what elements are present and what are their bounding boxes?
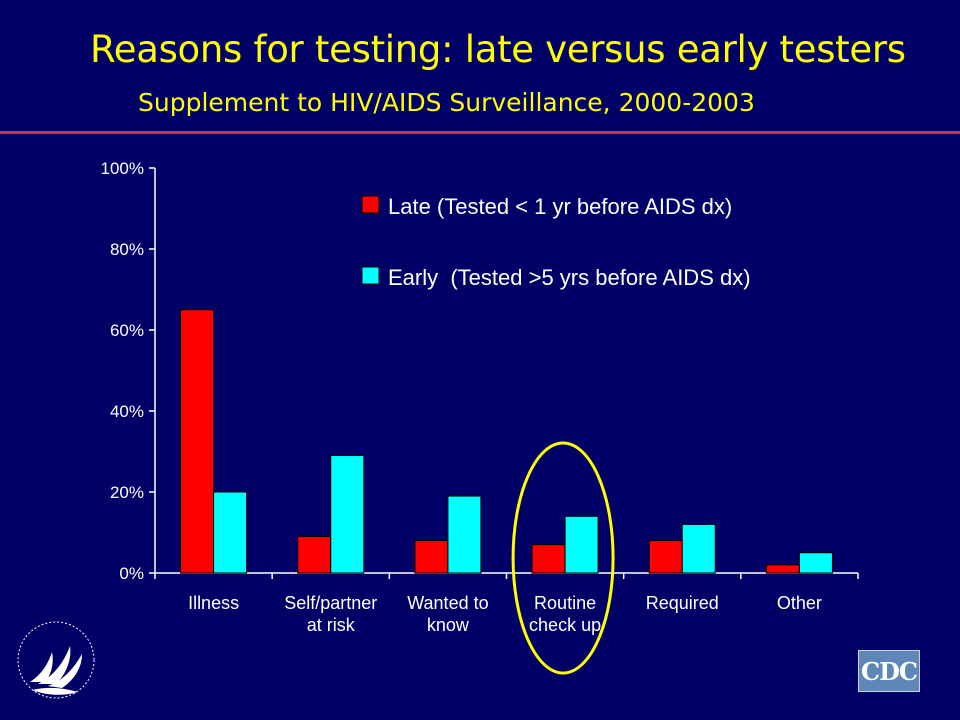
legend-label: Late (Tested < 1 yr before AIDS dx) [388, 194, 732, 219]
category-labels: Illness Self/partner at risk Wanted to know R… [188, 593, 822, 635]
highlight-ellipse [511, 441, 615, 675]
bar-early [213, 491, 248, 574]
x-axis [154, 572, 859, 579]
bar-late [297, 536, 332, 574]
bar-late [765, 564, 800, 574]
y-tick-label: 80% [110, 240, 144, 259]
cdc-logo-text: CDC [860, 656, 918, 686]
bar-early [681, 523, 716, 574]
y-tick-label: 20% [110, 483, 144, 502]
slide-subtitle: Supplement to HIV/AIDS Surveillance, 200… [138, 88, 755, 117]
legend-swatch [361, 195, 380, 214]
bars [180, 309, 833, 574]
y-tick-label: 0% [119, 564, 144, 583]
category-label: Required [646, 593, 719, 613]
bar-early [447, 495, 482, 574]
legend-label: Early (Tested >5 yrs before AIDS dx) [388, 265, 751, 290]
y-tick-label: 60% [110, 321, 144, 340]
category-label: Routine check up [529, 593, 601, 635]
category-label: Self/partner at risk [284, 593, 377, 635]
category-label: Other [777, 593, 822, 613]
hhs-seal-icon [17, 621, 95, 699]
y-tick-label: 100% [101, 159, 144, 178]
y-tick-label: 40% [110, 402, 144, 421]
bar-late [180, 309, 215, 574]
legend: Late (Tested < 1 yr before AIDS dx) Early… [361, 194, 751, 290]
bar-early [330, 455, 365, 574]
cdc-logo: CDC [858, 650, 920, 692]
y-axis: 0% 20% 40% 60% 80% 100% [101, 159, 156, 583]
title-divider [0, 131, 960, 134]
bar-late [414, 540, 449, 574]
category-label: Illness [188, 593, 239, 613]
category-label: Wanted to know [407, 593, 488, 635]
bar-late [648, 540, 683, 574]
highlight [511, 441, 615, 675]
bar-early [798, 552, 833, 574]
bar-early [564, 515, 599, 574]
bar-late [531, 544, 566, 574]
legend-swatch [361, 266, 380, 285]
slide-title: Reasons for testing: late versus early t… [90, 28, 906, 71]
